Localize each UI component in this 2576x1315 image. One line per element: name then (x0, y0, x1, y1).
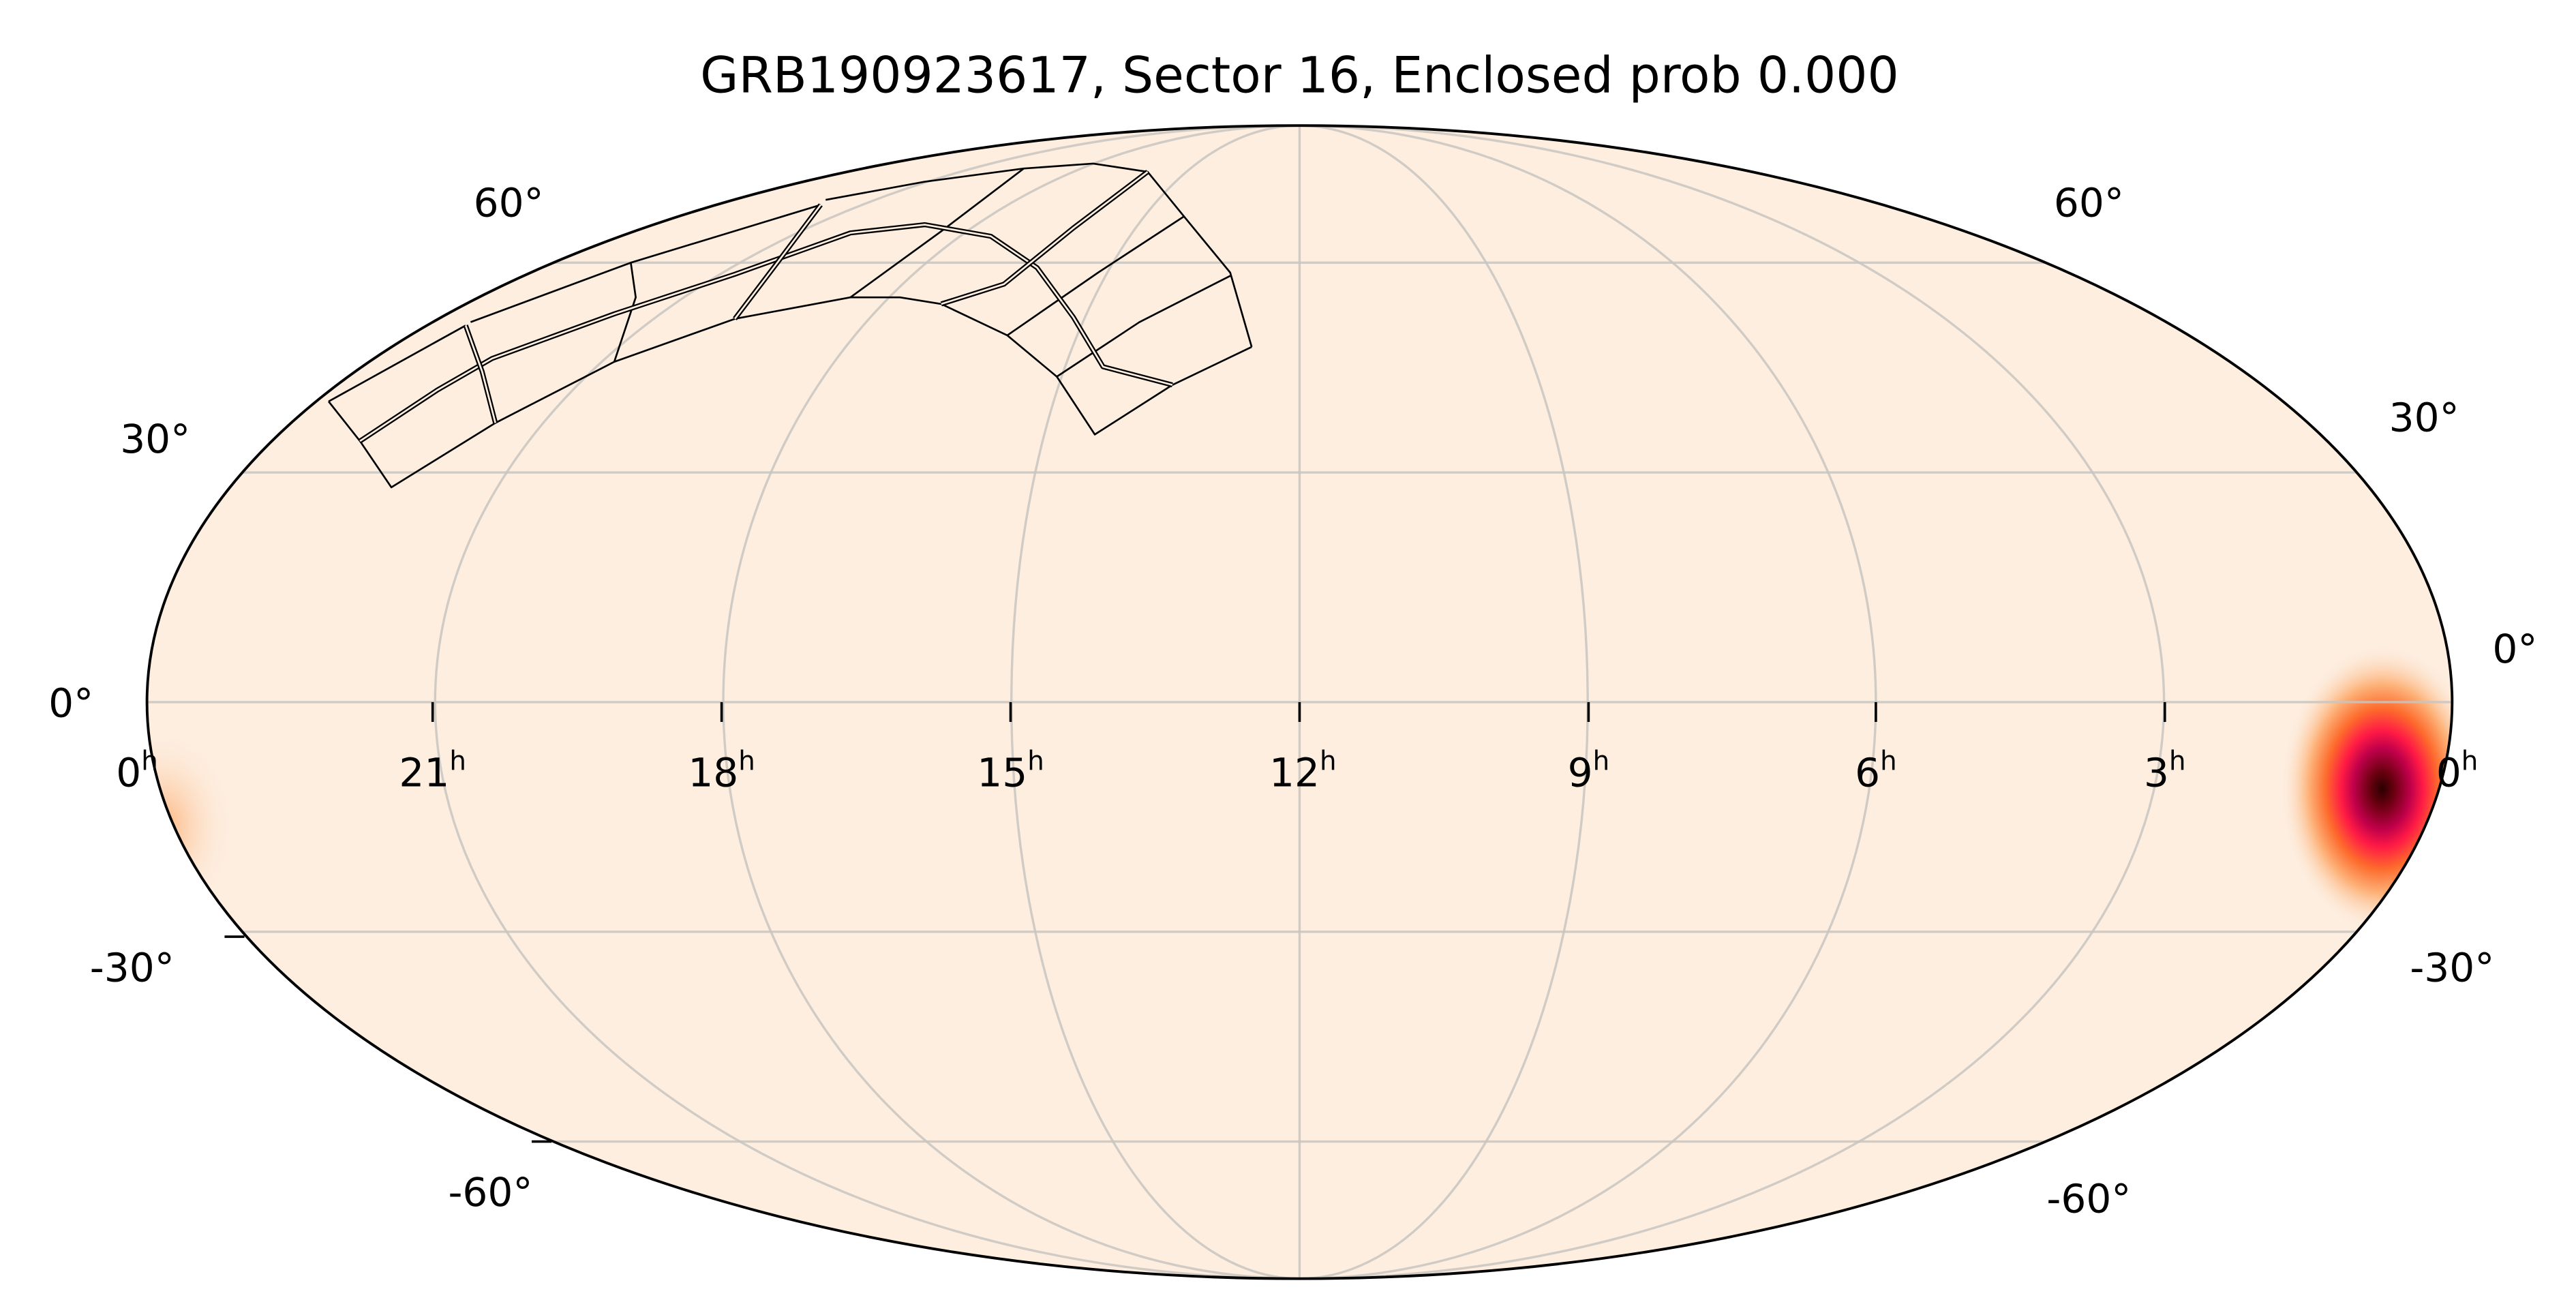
dec-tick-minus30-left: -30° (90, 944, 175, 991)
chart-title: GRB190923617, Sector 16, Enclosed prob 0… (700, 48, 1899, 105)
ra-tick-0h-left: 0h (116, 746, 158, 796)
dec-tick-30-right: 30° (2389, 394, 2459, 440)
ra-tick-6h: 6h (1855, 746, 1897, 796)
dec-tick-30-left: 30° (120, 416, 190, 462)
ra-tick-9h: 9h (1568, 746, 1610, 796)
dec-tick-60-right: 60° (2054, 179, 2124, 226)
ra-tick-12h: 12h (1269, 746, 1337, 796)
camera-boundaries (359, 170, 1173, 444)
dec-tick-labels-left: 60° 30° 0° -30° -60° (48, 179, 543, 1215)
dec-tick-minus60-right: -60° (2046, 1176, 2131, 1222)
ra-tick-15h: 15h (977, 746, 1044, 796)
ra-tick-3h: 3h (2144, 746, 2186, 796)
ra-tick-marks (224, 701, 2166, 1143)
sky-boundary (145, 124, 2454, 1280)
ra-tick-18h: 18h (688, 746, 755, 796)
dec-tick-minus60-left: -60° (448, 1169, 532, 1215)
dec-tick-0-left: 0° (48, 680, 93, 727)
tess-footprint (328, 162, 1253, 489)
dec-tick-0-right: 0° (2492, 626, 2537, 672)
dec-tick-60-left: 60° (474, 179, 544, 226)
dec-tick-minus30-right: -30° (2410, 944, 2494, 991)
ra-tick-0h-right: 0h (2436, 746, 2479, 796)
ra-tick-labels: 0h 21h 18h 15h 12h 9h 6h 3h 0h (116, 746, 2478, 796)
dec-tick-labels-right: 60° 30° 0° -30° -60° (2046, 179, 2537, 1222)
ra-tick-21h: 21h (399, 746, 466, 796)
